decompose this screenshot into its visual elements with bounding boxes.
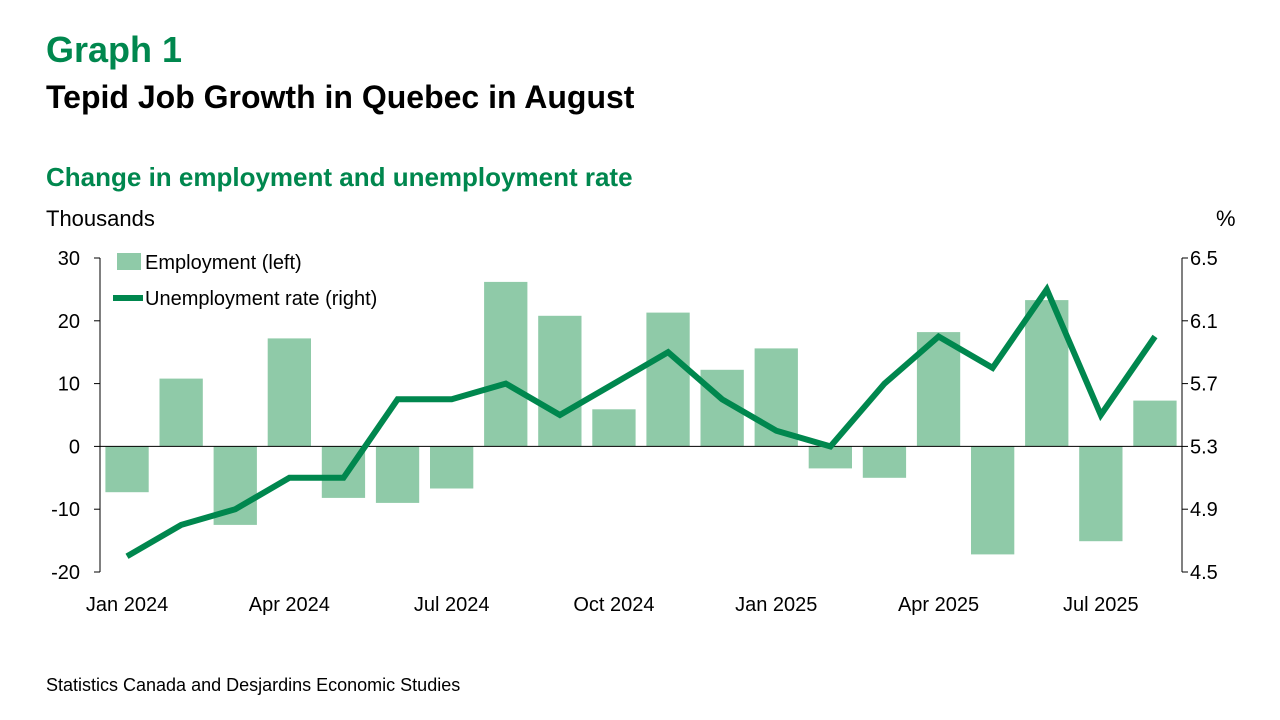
employment-bar xyxy=(159,378,203,447)
right-axis-tick-label: 6.1 xyxy=(1190,311,1218,333)
left-axis-unit: Thousands xyxy=(46,206,155,231)
graph-number: Graph 1 xyxy=(46,29,183,70)
legend-label-unemployment: Unemployment rate (right) xyxy=(145,288,377,310)
employment-bar xyxy=(430,446,474,489)
employment-bar xyxy=(538,315,582,447)
legend-label-employment: Employment (left) xyxy=(145,252,302,274)
employment-bar xyxy=(1133,400,1177,447)
right-axis-tick-label: 5.7 xyxy=(1190,374,1218,396)
right-axis-tick-label: 4.9 xyxy=(1190,499,1218,521)
left-axis-tick-label: 20 xyxy=(58,311,80,333)
employment-bar xyxy=(105,446,149,493)
employment-bar xyxy=(484,281,528,447)
source-note: Statistics Canada and Desjardins Economi… xyxy=(46,675,461,695)
x-axis-tick-label: Jan 2025 xyxy=(735,594,817,616)
employment-bar xyxy=(862,446,907,478)
employment-bar xyxy=(971,446,1015,555)
employment-bar xyxy=(808,446,852,469)
employment-bar xyxy=(267,338,311,447)
employment-bar xyxy=(646,312,690,447)
right-axis-tick-label: 4.5 xyxy=(1190,562,1218,584)
unemployment-rate-line xyxy=(125,283,1158,559)
left-axis-tick-label: 30 xyxy=(58,248,80,270)
right-axis-unit: % xyxy=(1216,206,1236,231)
x-axis-tick-label: Oct 2024 xyxy=(573,594,654,616)
right-axis-tick-label: 6.5 xyxy=(1190,248,1218,270)
employment-bar xyxy=(375,446,420,503)
right-axis-tick-label: 5.3 xyxy=(1190,436,1218,458)
x-axis-tick-label: Jan 2024 xyxy=(86,594,168,616)
employment-bar xyxy=(592,409,636,447)
left-axis-tick-label: 10 xyxy=(58,374,80,396)
x-axis-tick-label: Jul 2025 xyxy=(1063,594,1139,616)
chart-subtitle: Change in employment and unemployment ra… xyxy=(46,162,633,192)
left-axis-tick-label: 0 xyxy=(69,436,80,458)
x-axis-tick-label: Jul 2024 xyxy=(414,594,490,616)
x-axis-tick-label: Apr 2025 xyxy=(898,594,979,616)
left-axis-tick-label: -10 xyxy=(51,499,80,521)
page-title: Tepid Job Growth in Quebec in August xyxy=(46,79,635,115)
legend-swatch-employment xyxy=(117,253,141,270)
employment-bar xyxy=(1079,446,1123,542)
left-axis-tick-label: -20 xyxy=(51,562,80,584)
x-axis-tick-label: Apr 2024 xyxy=(249,594,330,616)
